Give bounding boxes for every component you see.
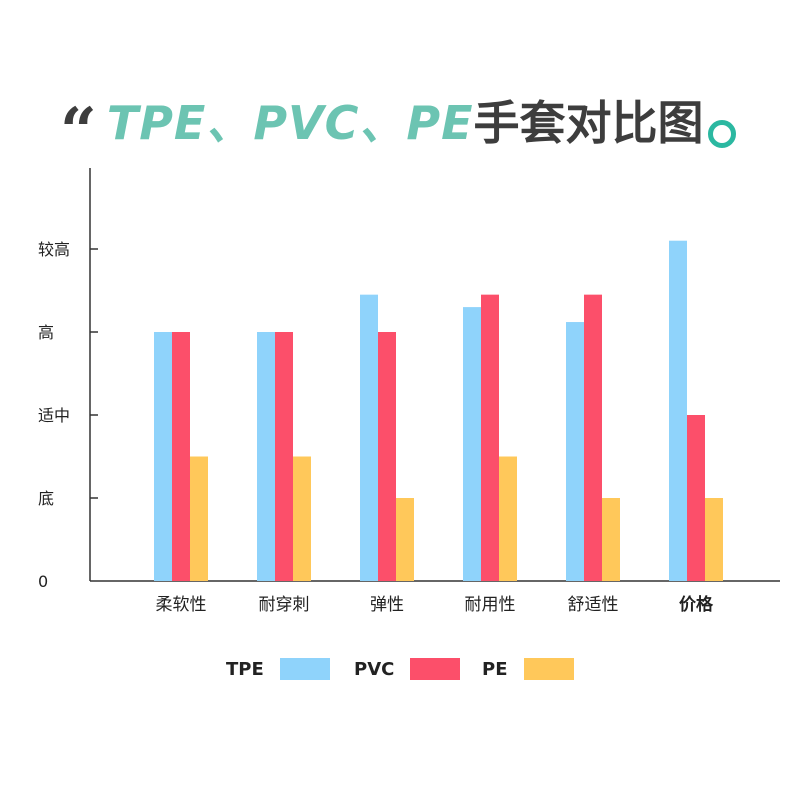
- bars: [154, 240, 723, 581]
- x-category-label: 耐用性: [465, 595, 516, 615]
- chart-title: “ TPE、PVC、PE 手套对比图: [60, 80, 760, 164]
- y-tick-label: 适中: [38, 406, 70, 425]
- legend-item-pe: PE: [482, 654, 574, 684]
- title-dark-text: 手套对比图: [473, 96, 704, 150]
- y-tick-label: 底: [38, 489, 54, 508]
- y-tick-label: 0: [38, 572, 48, 591]
- bar-tpe: [360, 294, 378, 581]
- x-category-label: 柔软性: [156, 595, 207, 615]
- bar-pe: [293, 456, 311, 581]
- legend-item-pvc: PVC: [354, 654, 461, 684]
- bar-tpe: [669, 240, 687, 581]
- legend-label: PVC: [354, 658, 395, 680]
- bar-pe: [705, 498, 723, 581]
- y-tick-labels: 0 底 适中 高 较高: [38, 240, 98, 591]
- bar-pvc: [687, 415, 705, 581]
- x-category-labels: 柔软性 耐穿刺 弹性 耐用性 舒适性 价格: [156, 594, 714, 615]
- bar-pe: [396, 498, 414, 581]
- legend-label: TPE: [226, 658, 264, 680]
- bar-tpe: [566, 322, 584, 581]
- bar-tpe: [257, 332, 275, 581]
- bar-pvc: [172, 332, 190, 581]
- x-category-label: 价格: [679, 594, 714, 615]
- bar-pvc: [378, 332, 396, 581]
- bar-pe: [499, 456, 517, 581]
- legend-swatch: [410, 658, 461, 680]
- bar-pvc: [481, 294, 499, 581]
- title-accent-text: TPE、PVC、PE: [106, 96, 474, 150]
- title-dot-icon: [707, 120, 736, 148]
- legend-label: PE: [482, 658, 508, 680]
- y-tick-label: 高: [38, 323, 54, 342]
- bar-pe: [602, 498, 620, 581]
- x-category-label: 舒适性: [568, 595, 619, 615]
- bar-tpe: [154, 332, 172, 581]
- x-category-label: 弹性: [370, 595, 404, 615]
- bar-tpe: [463, 307, 481, 581]
- legend-item-tpe: TPE: [226, 654, 330, 684]
- y-tick-label: 较高: [38, 240, 70, 259]
- legend-swatch: [523, 658, 574, 680]
- legend: TPE PVC PE: [0, 654, 800, 684]
- bar-pvc: [584, 294, 602, 581]
- quote-mark-icon: “: [60, 94, 97, 169]
- legend-swatch: [279, 658, 330, 680]
- bar-pvc: [275, 332, 293, 581]
- bar-pe: [190, 456, 208, 581]
- x-category-label: 耐穿刺: [259, 595, 310, 615]
